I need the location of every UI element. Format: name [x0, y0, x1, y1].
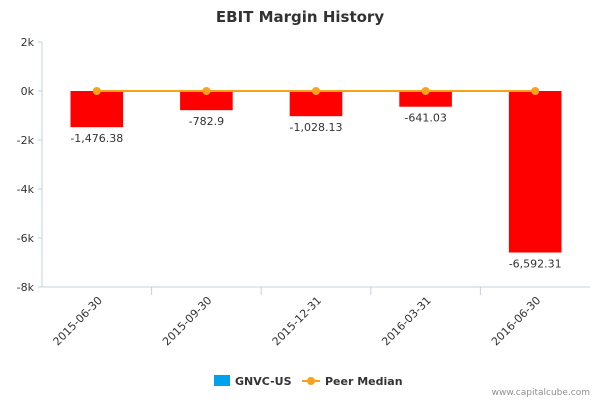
legend: GNVC-US Peer Median	[214, 375, 403, 388]
peer-median-point[interactable]	[312, 87, 320, 95]
bar[interactable]	[399, 91, 452, 107]
x-tick-label: 2015-12-31	[270, 294, 324, 348]
x-tick-label: 2015-06-30	[51, 294, 105, 348]
credit-text: www.capitalcube.com	[492, 388, 590, 398]
bar[interactable]	[180, 91, 233, 111]
y-tick-label: -8k	[17, 281, 35, 294]
data-label: -1,028.13	[290, 121, 343, 134]
peer-median-point[interactable]	[421, 87, 430, 95]
peer-median-point[interactable]	[531, 87, 540, 95]
legend-label-gnvc-us[interactable]: GNVC-US	[235, 375, 292, 388]
bar[interactable]	[70, 91, 124, 128]
legend-swatch-gnvc-us	[214, 375, 230, 386]
x-tick-label: 2015-09-30	[160, 294, 214, 348]
bar[interactable]	[508, 91, 562, 253]
data-label: -641.03	[404, 112, 446, 125]
y-tick-label: -4k	[17, 183, 35, 196]
data-label: -1,476.38	[70, 132, 123, 145]
peer-median-point[interactable]	[92, 87, 101, 95]
legend-marker-peer-median	[307, 377, 315, 385]
peer-median-point[interactable]	[202, 87, 211, 95]
y-tick-label: -6k	[17, 232, 35, 245]
chart-title: EBIT Margin History	[216, 8, 384, 26]
data-label: -6,592.31	[509, 258, 562, 271]
y-tick-label: 0k	[21, 85, 35, 98]
x-tick-label: 2016-06-30	[489, 294, 543, 348]
y-tick-label: -2k	[17, 134, 35, 147]
x-tick-label: 2016-03-31	[379, 294, 433, 348]
y-tick-label: 2k	[21, 36, 35, 49]
bar[interactable]	[289, 91, 343, 117]
legend-label-peer-median[interactable]: Peer Median	[325, 375, 403, 388]
plot-area: 2k 0k -2k -4k -6k -8k -1,476.38 2015-06-30 -782.…	[17, 36, 590, 348]
data-label: -782.9	[189, 115, 224, 128]
